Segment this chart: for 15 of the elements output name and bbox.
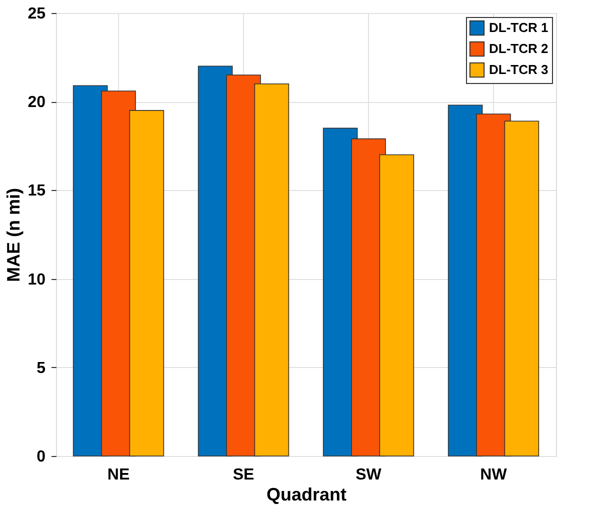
- y-axis-title: MAE (n mi): [4, 188, 24, 282]
- x-axis-title: Quadrant: [266, 484, 347, 504]
- y-tick-label: 5: [36, 360, 46, 377]
- y-tick-label: 25: [28, 6, 46, 22]
- y-tick-label: 20: [28, 94, 46, 112]
- x-tick-label: SW: [356, 466, 382, 484]
- x-tick-label: NE: [107, 466, 130, 484]
- legend-label: DL-TCR 2: [489, 41, 548, 56]
- legend-label: DL-TCR 1: [489, 20, 548, 35]
- y-tick-label: 15: [28, 182, 46, 200]
- legend-label: DL-TCR 3: [489, 62, 548, 77]
- y-tick-label: 10: [28, 271, 46, 288]
- x-tick-label: SE: [232, 466, 254, 484]
- x-tick-label: NW: [480, 466, 508, 484]
- y-tick-label: 0: [36, 448, 46, 466]
